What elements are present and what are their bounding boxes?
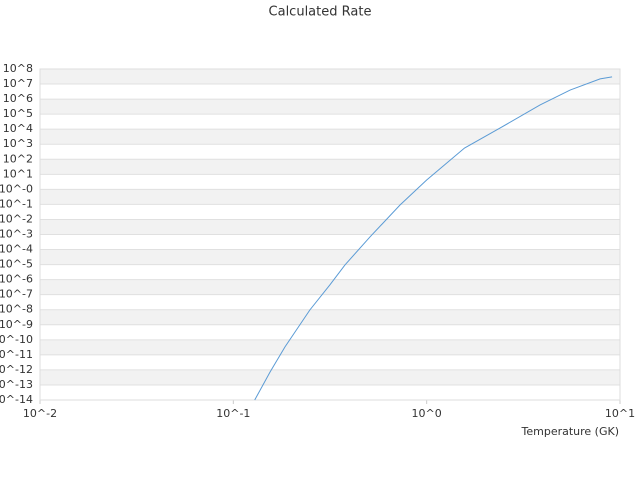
grid-band	[40, 159, 620, 175]
x-tick-label: 10^0	[412, 407, 442, 420]
y-tick-label: 10^6	[3, 92, 33, 105]
y-tick-label: 10^-7	[0, 288, 33, 301]
data-line	[254, 76, 613, 401]
y-tick-label: 10^-2	[0, 212, 33, 225]
y-tick-label: 10^8	[3, 62, 33, 75]
grid-band	[40, 309, 620, 325]
y-tick-label: 10^-10	[0, 333, 33, 346]
grid-band	[40, 69, 620, 85]
y-tick-label: 10^-5	[0, 258, 33, 271]
grid-band	[40, 189, 620, 205]
grid-band	[40, 249, 620, 265]
y-tick-label: 10^5	[3, 107, 33, 120]
y-tick-label: 10^1	[3, 167, 33, 180]
y-tick-label: 10^4	[3, 122, 33, 135]
grid-band	[40, 369, 620, 385]
y-tick-label: 10^-9	[0, 318, 33, 331]
chart-title: Calculated Rate	[269, 5, 372, 20]
y-tick-label: 10^-1	[0, 197, 33, 210]
x-tick-label: 10^1	[605, 407, 635, 420]
plot-frame	[39, 68, 621, 401]
y-tick-label: 10^-13	[0, 378, 33, 391]
y-tick-label: 10^-6	[0, 273, 33, 286]
grid-band	[40, 219, 620, 235]
y-tick-label: 10^-0	[0, 182, 33, 195]
y-tick-label: 10^-4	[0, 243, 33, 256]
y-tick-label: 10^-3	[0, 228, 33, 241]
y-tick-label: 10^-11	[0, 348, 33, 361]
grid-band	[40, 129, 620, 145]
grid-band	[40, 99, 620, 115]
x-tick-label: 10^-2	[23, 407, 57, 420]
y-tick-label: 10^7	[3, 77, 33, 90]
y-tick-label: 10^-12	[0, 363, 33, 376]
y-tick-label: 10^-14	[0, 393, 33, 406]
grid-band	[40, 339, 620, 355]
y-tick-label: 10^-8	[0, 303, 33, 316]
x-axis-label: Temperature (GK)	[521, 425, 620, 438]
x-tick-label: 10^-1	[216, 407, 250, 420]
y-tick-label: 10^3	[3, 137, 33, 150]
y-tick-label: 10^2	[3, 152, 33, 165]
grid-band	[40, 279, 620, 295]
